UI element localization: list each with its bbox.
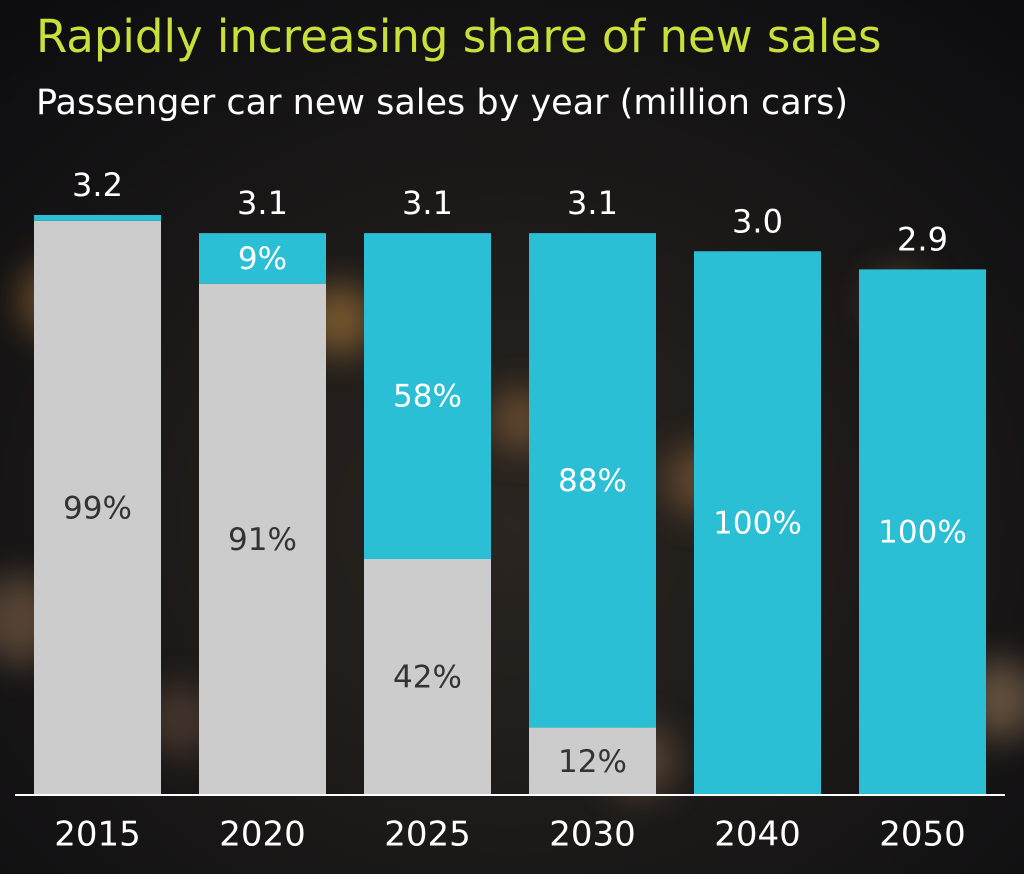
data-label: 88% [558, 463, 627, 499]
total-label: 2.9 [897, 220, 948, 258]
bar-segment [199, 233, 326, 284]
total-label: 3.1 [402, 184, 453, 222]
x-tick-label: 2030 [549, 815, 636, 855]
chart-title: Rapidly increasing share of new sales [36, 10, 882, 63]
x-tick-label: 2020 [219, 815, 306, 855]
data-label: 91% [228, 522, 297, 558]
bar-segment [694, 251, 821, 795]
x-tick-label: 2050 [879, 815, 966, 855]
bar-segment [364, 559, 491, 795]
data-label: 12% [558, 744, 627, 780]
bar-segment [529, 727, 656, 795]
x-tick-label: 2025 [384, 815, 471, 855]
data-label: 100% [878, 515, 967, 551]
bar-segment [34, 220, 161, 796]
data-label: 9% [238, 241, 287, 277]
bar-segment [364, 233, 491, 560]
bar-segment [859, 269, 986, 795]
data-label: 58% [393, 379, 462, 415]
chart-subtitle: Passenger car new sales by year (million… [36, 83, 848, 123]
x-tick-label: 2015 [54, 815, 141, 855]
total-label: 3.1 [237, 184, 288, 222]
total-label: 3.0 [732, 202, 783, 240]
data-label: 99% [63, 490, 132, 526]
bar-segment [34, 215, 161, 221]
data-label: 42% [393, 660, 462, 696]
bar-segment [199, 283, 326, 795]
total-label: 3.1 [567, 184, 618, 222]
total-label: 3.2 [72, 166, 123, 204]
bar-segment [529, 233, 656, 728]
x-tick-label: 2040 [714, 815, 801, 855]
data-label: 100% [713, 506, 802, 542]
